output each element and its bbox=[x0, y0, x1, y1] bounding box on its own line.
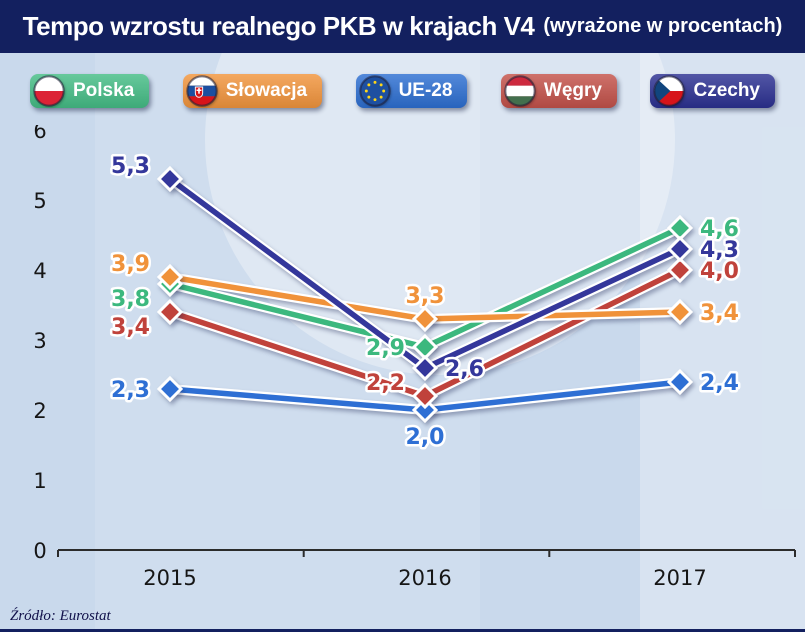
svg-text:2: 2 bbox=[33, 399, 46, 423]
eu-flag-icon bbox=[358, 75, 391, 107]
source-note: Źródło: Eurostat bbox=[10, 608, 111, 624]
legend: Polska Słowacja bbox=[0, 74, 805, 108]
svg-text:2017: 2017 bbox=[653, 566, 706, 590]
svg-text:3,3: 3,3 bbox=[406, 284, 445, 309]
legend-label: Czechy bbox=[693, 80, 760, 101]
svg-text:0: 0 bbox=[33, 539, 46, 563]
svg-text:5,3: 5,3 bbox=[111, 154, 150, 179]
czech-flag-icon bbox=[653, 75, 686, 107]
gdp-line-chart: 0 1 2 3 4 5 6 2015 2016 2017 2,3 2,0 2,4 3,4 2,2 4,0 3,8… bbox=[33, 125, 796, 590]
bottom-strip bbox=[0, 629, 805, 632]
svg-text:4,6: 4,6 bbox=[700, 217, 739, 242]
legend-label: UE-28 bbox=[398, 80, 453, 101]
svg-text:4,0: 4,0 bbox=[700, 259, 739, 284]
hungary-flag-icon bbox=[504, 75, 536, 107]
legend-item-czechy: Czechy bbox=[650, 74, 775, 108]
legend-label: Polska bbox=[73, 80, 135, 101]
svg-text:5: 5 bbox=[33, 189, 46, 213]
svg-text:3,4: 3,4 bbox=[700, 301, 739, 326]
svg-text:2015: 2015 bbox=[143, 566, 196, 590]
svg-text:4: 4 bbox=[33, 259, 46, 283]
legend-label: Węgry bbox=[543, 80, 602, 101]
legend-item-wegry: Węgry bbox=[501, 74, 617, 108]
svg-text:2,9: 2,9 bbox=[366, 336, 405, 361]
svg-text:2016: 2016 bbox=[398, 566, 451, 590]
svg-text:3,8: 3,8 bbox=[111, 287, 150, 312]
legend-item-polska: Polska bbox=[30, 74, 149, 108]
svg-text:6: 6 bbox=[33, 125, 46, 143]
svg-text:1: 1 bbox=[33, 469, 46, 493]
svg-text:2,4: 2,4 bbox=[700, 371, 739, 396]
legend-item-slowacja: Słowacja bbox=[183, 74, 322, 108]
poland-flag-icon bbox=[33, 75, 65, 107]
svg-text:2,3: 2,3 bbox=[111, 378, 150, 403]
svg-text:2,6: 2,6 bbox=[445, 357, 484, 382]
svg-text:3,9: 3,9 bbox=[111, 252, 150, 277]
legend-label: Słowacja bbox=[225, 80, 308, 101]
legend-item-ue28: UE-28 bbox=[356, 74, 468, 108]
svg-text:2,0: 2,0 bbox=[406, 425, 445, 450]
title-bar: Tempo wzrostu realnego PKB w krajach V4 … bbox=[0, 0, 805, 53]
svg-text:4,3: 4,3 bbox=[700, 238, 739, 263]
slovakia-flag-icon bbox=[186, 75, 218, 107]
page-title-suffix: (wyrażone w procentach) bbox=[543, 15, 783, 37]
svg-text:2,2: 2,2 bbox=[366, 371, 405, 396]
page-title: Tempo wzrostu realnego PKB w krajach V4 bbox=[22, 11, 535, 41]
background-band-right bbox=[640, 53, 805, 632]
svg-text:3,4: 3,4 bbox=[111, 315, 150, 340]
svg-text:3: 3 bbox=[33, 329, 46, 353]
